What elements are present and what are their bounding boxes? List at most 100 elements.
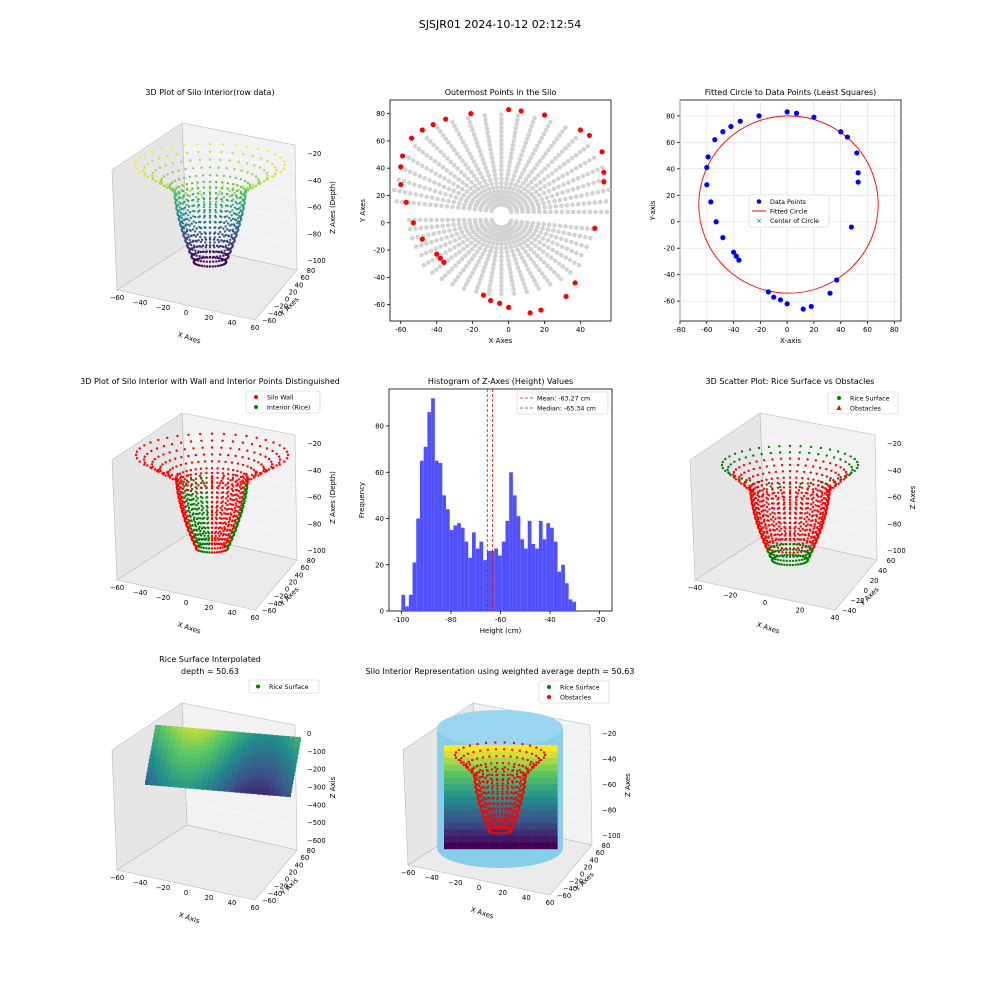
silo-point	[193, 225, 196, 228]
silo-point	[240, 169, 243, 172]
silo-point	[760, 479, 763, 482]
silo-point	[194, 490, 197, 493]
silo-point	[477, 779, 481, 782]
silo-point	[134, 167, 138, 170]
gray-point	[424, 135, 430, 141]
y-tick-label: 40	[590, 856, 599, 864]
silo-point	[231, 498, 234, 502]
silo-point	[231, 194, 234, 197]
silo-point	[229, 229, 232, 232]
surface-cell	[260, 738, 267, 744]
surface-cell	[148, 758, 155, 764]
silo-point	[202, 180, 205, 184]
silo-point	[506, 782, 510, 785]
surface-cell	[267, 764, 274, 770]
surface-cell	[532, 771, 539, 778]
silo-point	[225, 541, 228, 544]
gray-point	[537, 180, 543, 185]
surface-cell	[268, 790, 275, 796]
silo-point	[216, 471, 219, 475]
y-tick-label: −40	[268, 890, 282, 898]
silo-point	[191, 198, 195, 202]
y-tick-label: −40	[563, 885, 577, 893]
silo-point	[225, 533, 228, 536]
silo-point	[785, 559, 788, 563]
z-axis-label: Z Axis	[329, 776, 337, 798]
histogram-bar	[460, 527, 465, 611]
surface-cell	[197, 741, 204, 747]
gray-point	[509, 278, 515, 284]
silo-point	[257, 474, 260, 477]
silo-point	[497, 825, 500, 828]
y-tick-label: 60	[887, 557, 896, 565]
silo-point	[832, 486, 835, 490]
silo-point	[476, 783, 479, 786]
silo-point	[752, 498, 755, 501]
gray-point	[586, 182, 591, 187]
gray-point	[499, 291, 504, 297]
silo-point	[832, 478, 835, 482]
silo-point	[771, 487, 774, 490]
data-point	[854, 150, 860, 156]
silo-point	[212, 250, 215, 253]
silo-point	[820, 503, 823, 506]
silo-point	[230, 492, 233, 496]
silo-point	[734, 478, 738, 481]
silo-point	[198, 158, 202, 162]
z-tick-label: −20	[602, 730, 616, 738]
y-tick-label: 60	[301, 274, 310, 282]
silo-point	[170, 181, 174, 184]
silo-point	[221, 546, 224, 549]
silo-point	[283, 447, 286, 450]
silo-point	[185, 493, 189, 496]
surface-cell	[145, 775, 152, 781]
legend-label: Rice Surface	[269, 684, 309, 691]
surface-cell	[257, 789, 263, 795]
y-tick-label: 0	[285, 586, 289, 594]
silo-point	[237, 160, 240, 163]
gray-point	[506, 168, 511, 173]
silo-point	[191, 240, 194, 243]
gray-point	[574, 241, 579, 246]
gray-point	[448, 171, 453, 176]
silo-point	[522, 777, 525, 781]
gray-point	[490, 240, 496, 246]
silo-point	[765, 465, 768, 468]
outer-point	[572, 280, 578, 286]
gray-point	[499, 176, 504, 182]
silo-point	[793, 534, 797, 537]
gray-point	[542, 209, 548, 215]
gray-point	[507, 266, 513, 272]
silo-point	[753, 492, 757, 495]
silo-point	[784, 532, 787, 535]
surface-cell	[173, 782, 179, 788]
gray-point	[587, 158, 592, 163]
legend-label: Data Points	[770, 199, 806, 206]
histogram-bar	[412, 562, 417, 611]
surface-cell	[538, 816, 545, 824]
surface-cell	[156, 781, 163, 786]
surface-cell	[469, 771, 476, 778]
gray-point	[460, 158, 466, 164]
silo-point	[771, 511, 774, 514]
silo-point	[181, 475, 185, 479]
silo-point	[503, 822, 507, 825]
gray-point	[425, 232, 431, 238]
surface-cell	[488, 751, 495, 759]
silo-point	[245, 484, 248, 488]
silo-point	[193, 523, 197, 526]
silo-point	[220, 186, 224, 190]
gray-point	[480, 251, 486, 257]
silo-point	[738, 458, 741, 461]
silo-point	[788, 551, 792, 554]
surface-cell	[282, 744, 289, 750]
silo-point	[813, 525, 816, 528]
x-tick-label: 60	[546, 899, 555, 907]
gray-point	[535, 202, 541, 207]
silo-point	[791, 563, 794, 567]
silo-point	[467, 768, 470, 771]
gray-point	[421, 262, 427, 268]
surface-cell	[538, 810, 545, 817]
surface-cell	[171, 760, 178, 766]
silo-point	[729, 463, 732, 466]
